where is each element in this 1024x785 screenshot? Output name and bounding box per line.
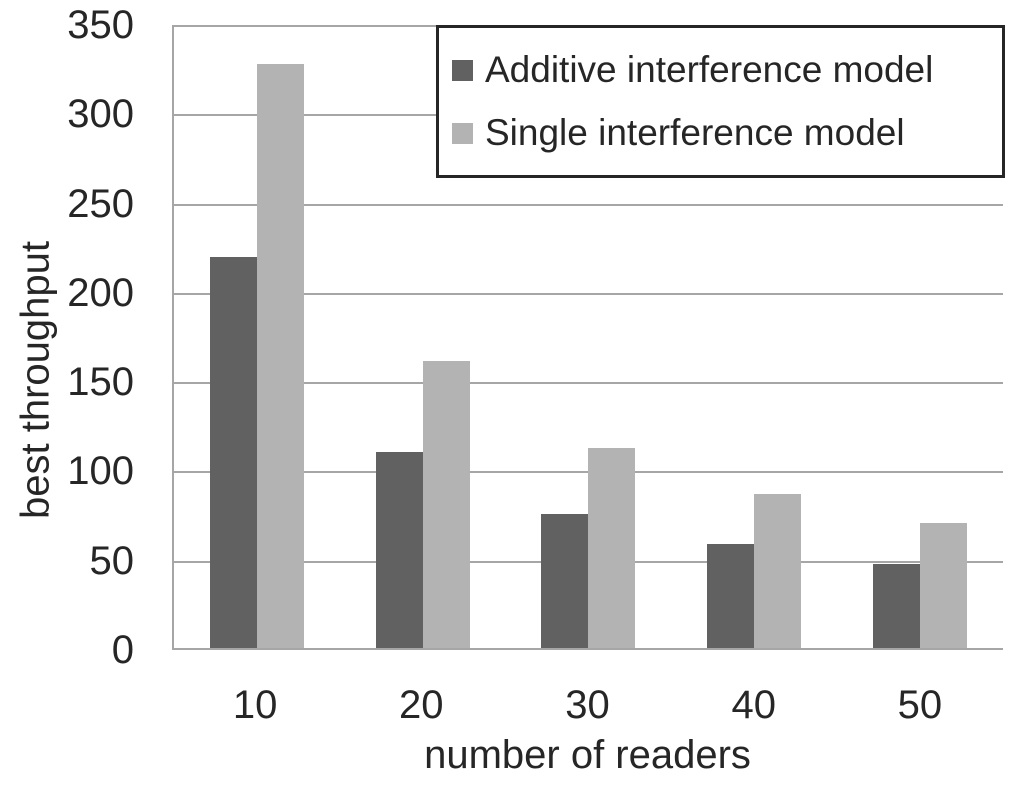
y-tick-label: 50 — [89, 538, 135, 583]
y-tick-label: 250 — [67, 181, 134, 226]
bar-single-40 — [754, 494, 802, 648]
x-tick-label: 50 — [897, 683, 943, 727]
bar-additive-20 — [375, 451, 423, 648]
y-tick-label: 300 — [67, 92, 134, 137]
x-tick-label: 10 — [232, 683, 278, 727]
y-tick-label: 100 — [67, 449, 134, 494]
bar-single-20 — [422, 360, 470, 648]
y-tick-label: 350 — [67, 3, 134, 47]
y-axis-ticks: 0 50 100 150 200 250 300 350 — [0, 0, 160, 785]
bar-additive-40 — [707, 544, 755, 648]
legend-item-single: Single interference model — [452, 112, 1002, 154]
bar-additive-30 — [541, 514, 589, 648]
bar-additive-50 — [873, 564, 921, 648]
x-axis-title: number of readers — [424, 733, 751, 777]
bar-group-40 — [671, 25, 837, 648]
plot-area — [172, 25, 1003, 650]
y-tick-label: 0 — [111, 628, 134, 672]
bar-single-10 — [256, 64, 304, 648]
y-tick-label: 200 — [67, 270, 134, 315]
bar-group-20 — [340, 25, 506, 648]
bar-group-50 — [837, 25, 1003, 648]
bar-group-10 — [174, 25, 340, 648]
legend-item-additive: Additive interference model — [452, 49, 1002, 91]
x-tick-label: 40 — [731, 683, 776, 727]
x-tick-label: 30 — [565, 683, 610, 727]
gridline-150 — [174, 382, 1003, 385]
legend-label-single: Single interference model — [485, 112, 905, 153]
bar-single-50 — [920, 523, 968, 648]
bar-group-30 — [506, 25, 672, 648]
x-axis-ticks: 10 20 30 40 50 — [172, 683, 1003, 727]
bar-additive-10 — [209, 256, 257, 648]
legend: Additive interference model Single inter… — [436, 25, 1005, 178]
y-tick-label: 150 — [67, 360, 134, 405]
x-tick-label: 20 — [399, 683, 444, 727]
legend-label-additive: Additive interference model — [485, 49, 934, 90]
bars-row — [174, 25, 1003, 648]
legend-swatch-additive — [452, 59, 473, 81]
gridline-200 — [174, 292, 1003, 295]
gridline-250 — [174, 203, 1003, 206]
legend-swatch-single — [452, 122, 473, 144]
bar-single-30 — [588, 448, 636, 648]
